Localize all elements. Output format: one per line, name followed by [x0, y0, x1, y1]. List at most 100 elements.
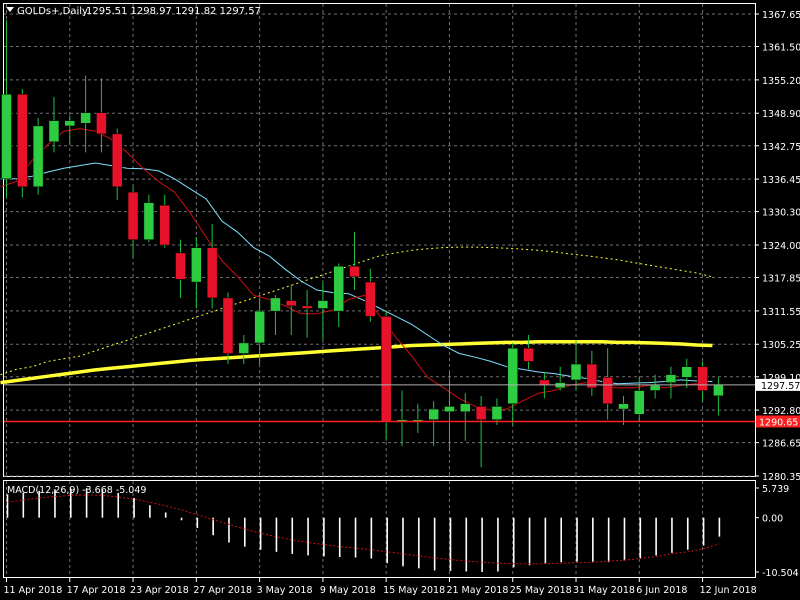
- level-label: 1290.65: [759, 417, 798, 428]
- candle-body: [317, 300, 329, 309]
- price-tick-label: 1317.85: [762, 274, 800, 285]
- candle-body: [380, 316, 392, 423]
- price-tick-label: 1324.00: [762, 241, 800, 252]
- candle-body: [32, 125, 44, 188]
- price-tick-label: 1367.65: [762, 10, 800, 21]
- time-tick-label: 27 Apr 2018: [193, 585, 252, 596]
- price-tick-label: 1292.80: [762, 406, 800, 417]
- macd-title: MACD(12,26,9) -3.668 -5.049: [7, 485, 146, 496]
- candle-body: [159, 205, 170, 246]
- price-tick-label: 1330.30: [762, 208, 800, 219]
- candle: [32, 117, 44, 195]
- candle-body: [175, 252, 186, 280]
- candle: [365, 268, 376, 322]
- price-tick-label: 1342.75: [762, 142, 800, 153]
- candle-body: [206, 247, 218, 299]
- ohlc-values: 1295.51 1298.97 1291.82 1297.57: [86, 6, 261, 17]
- candle: [96, 78, 107, 153]
- candle-body: [64, 120, 76, 127]
- time-tick-label: 12 Jun 2018: [700, 585, 757, 596]
- candles: [1, 20, 724, 468]
- price-tick-label: 1305.25: [762, 340, 800, 351]
- price-tick-label: 1336.45: [762, 175, 800, 186]
- candle-body: [491, 406, 503, 420]
- candle-body: [681, 366, 693, 378]
- candle: [602, 348, 613, 420]
- candle-body: [349, 265, 360, 278]
- candle-body: [365, 281, 376, 317]
- candle-body: [254, 310, 265, 344]
- main-panel-frame: [3, 3, 756, 477]
- candle: [159, 194, 170, 248]
- current-price-label: 1297.57: [761, 381, 800, 392]
- candle: [317, 282, 329, 341]
- time-tick-label: 9 May 2018: [320, 585, 376, 596]
- macd-panel-frame: [3, 480, 756, 578]
- candle: [380, 311, 392, 441]
- candle-body: [634, 390, 645, 415]
- price-tick-label: 1286.65: [762, 439, 800, 450]
- price-tick-label: 1311.55: [762, 307, 800, 318]
- candle: [206, 223, 218, 309]
- candle: [523, 334, 534, 370]
- candle: [460, 393, 471, 441]
- candle: [507, 342, 518, 425]
- candle-body: [96, 112, 107, 135]
- time-tick-label: 11 Apr 2018: [4, 585, 63, 596]
- candle-body: [222, 297, 234, 354]
- candle: [570, 340, 582, 391]
- macd-tick-label: -10.504: [762, 568, 799, 579]
- candle-body: [191, 247, 202, 283]
- candle-body: [428, 408, 439, 420]
- candle: [254, 297, 265, 365]
- time-tick-label: 15 May 2018: [383, 585, 445, 596]
- macd-tick-label: 5.739: [762, 484, 789, 495]
- chart-header[interactable]: GOLDs+,Daily 1295.51 1298.97 1291.82 129…: [6, 6, 261, 17]
- candle: [618, 395, 629, 425]
- level-tag: [756, 415, 800, 428]
- price-tick-label: 1361.50: [762, 43, 800, 54]
- candle: [238, 334, 250, 365]
- candle: [681, 358, 693, 388]
- candle-body: [333, 265, 344, 312]
- candle-body: [48, 120, 60, 143]
- grid: [4, 4, 755, 577]
- candle: [491, 398, 503, 425]
- time-tick-label: 3 May 2018: [257, 585, 313, 596]
- time-tick-label: 21 May 2018: [446, 585, 508, 596]
- macd-tick-label: 0.00: [762, 514, 783, 525]
- price-levels: 1297.57 1290.65: [4, 378, 800, 428]
- candle: [80, 75, 91, 153]
- price-tick-label: 1280.35: [762, 472, 800, 483]
- candle-body: [17, 93, 28, 188]
- candle: [586, 350, 598, 396]
- candle-body: [111, 133, 123, 188]
- candle-body: [127, 191, 139, 240]
- price-tick-label: 1348.90: [762, 109, 800, 120]
- candle: [143, 194, 155, 243]
- candle-body: [475, 406, 487, 420]
- time-tick-label: 6 Jun 2018: [636, 585, 687, 596]
- candle-body: [602, 377, 613, 405]
- candle-body: [649, 384, 661, 391]
- candle-body: [143, 202, 155, 240]
- time-tick-label: 23 Apr 2018: [130, 585, 189, 596]
- candle: [475, 395, 487, 468]
- candle-body: [301, 305, 313, 309]
- current-price-tag: [756, 378, 800, 391]
- time-axis: 11 Apr 2018 17 Apr 2018 23 Apr 2018 27 Apr …: [4, 578, 757, 596]
- candle-body: [586, 363, 598, 389]
- candle: [349, 231, 360, 290]
- candle-body: [507, 347, 518, 405]
- candle-body: [444, 406, 455, 412]
- price-tick-label: 1355.20: [762, 76, 800, 87]
- candle: [301, 289, 313, 338]
- candle-body: [80, 112, 91, 124]
- candle: [333, 263, 344, 328]
- chevron-down-icon[interactable]: [6, 7, 14, 12]
- time-tick-label: 31 May 2018: [573, 585, 635, 596]
- ma-200-line: [0, 340, 713, 385]
- candle: [222, 292, 234, 365]
